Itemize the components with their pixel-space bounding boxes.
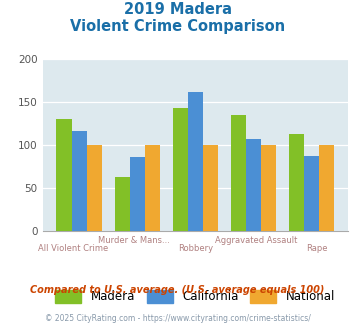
Text: Compared to U.S. average. (U.S. average equals 100): Compared to U.S. average. (U.S. average …	[30, 285, 325, 295]
Bar	[246, 139, 261, 231]
Text: 2019 Madera: 2019 Madera	[124, 2, 231, 16]
Bar	[173, 108, 188, 231]
Text: Violent Crime Comparison: Violent Crime Comparison	[70, 19, 285, 34]
Text: All Violent Crime: All Violent Crime	[38, 244, 108, 252]
Bar	[304, 156, 319, 231]
Bar	[145, 145, 160, 231]
Bar	[203, 145, 218, 231]
Bar	[188, 92, 203, 231]
Bar	[72, 131, 87, 231]
Bar	[87, 145, 102, 231]
Bar	[289, 134, 304, 231]
Bar	[115, 177, 130, 231]
Legend: Madera, California, National: Madera, California, National	[50, 285, 340, 308]
Bar	[261, 145, 276, 231]
Text: Aggravated Assault: Aggravated Assault	[215, 236, 297, 245]
Text: Murder & Mans...: Murder & Mans...	[98, 236, 170, 245]
Text: Robbery: Robbery	[178, 244, 213, 252]
Bar	[56, 118, 72, 231]
Bar	[231, 115, 246, 231]
Bar	[319, 145, 334, 231]
Text: © 2025 CityRating.com - https://www.cityrating.com/crime-statistics/: © 2025 CityRating.com - https://www.city…	[45, 314, 310, 323]
Text: Rape: Rape	[307, 244, 328, 252]
Bar	[130, 157, 145, 231]
